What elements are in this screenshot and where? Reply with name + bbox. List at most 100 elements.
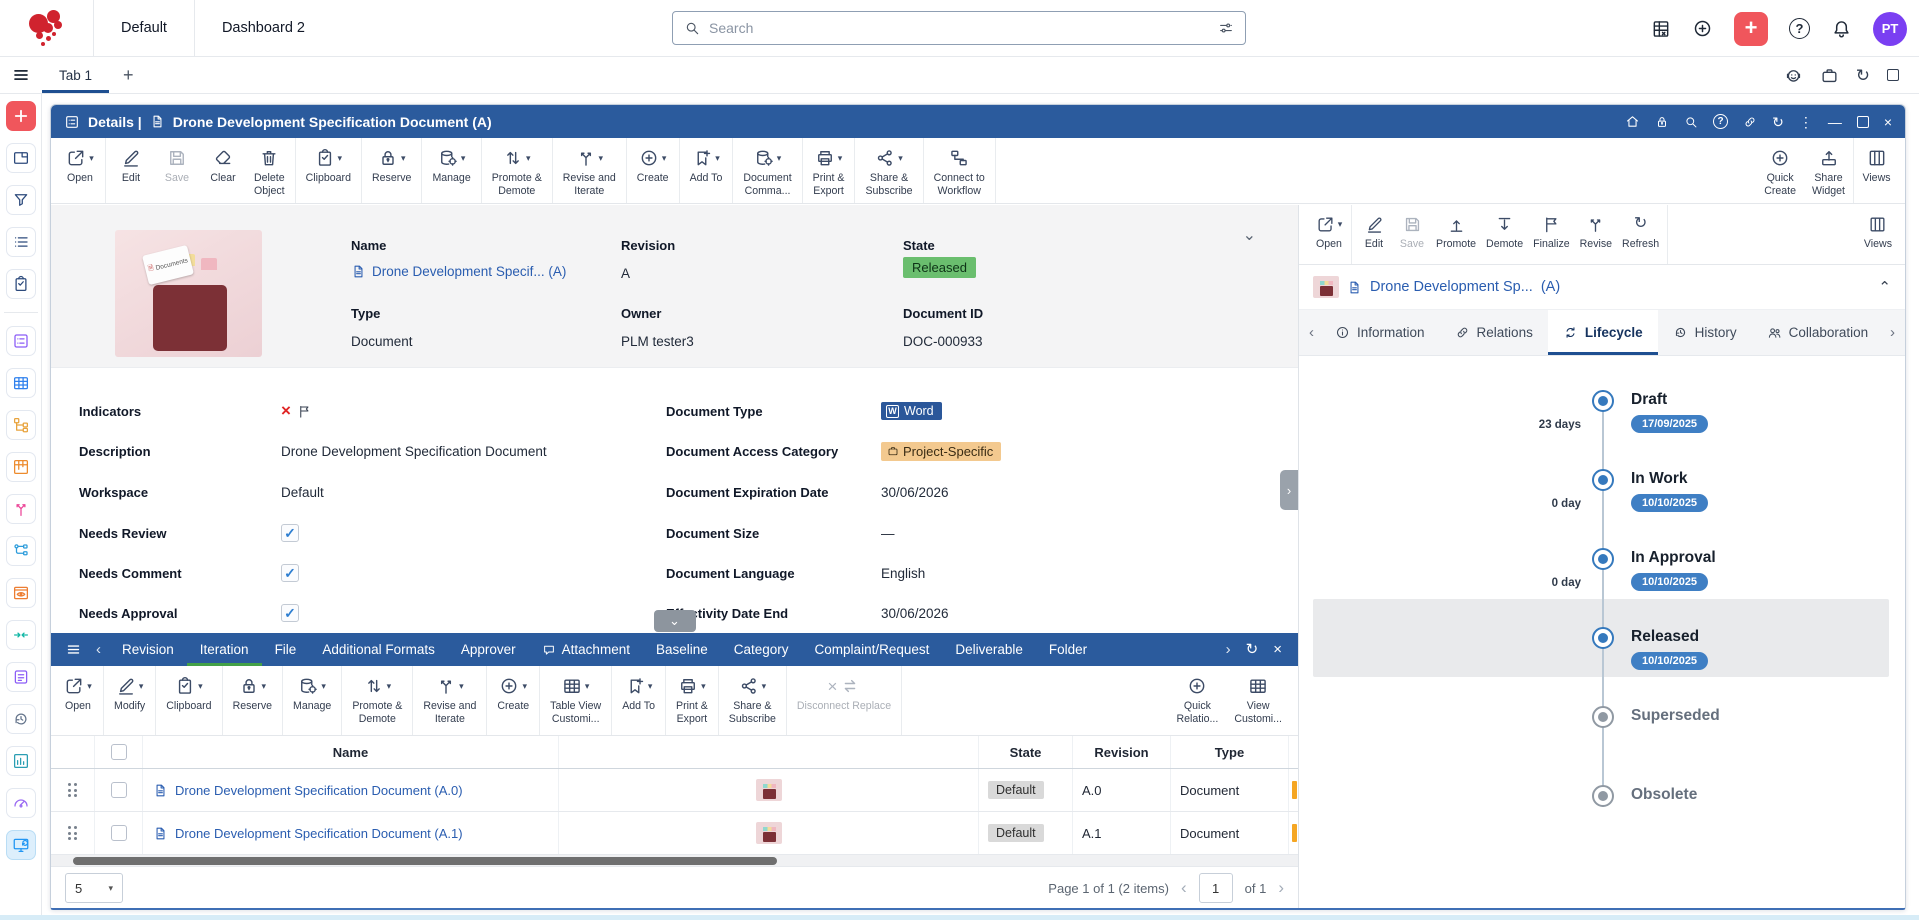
sidebar-item-kanban[interactable] <box>6 452 36 482</box>
edit-button[interactable]: Edit <box>108 138 154 203</box>
refresh-icon[interactable]: ↻ <box>1772 115 1784 129</box>
edit-button[interactable]: Edit <box>1355 205 1393 264</box>
subpanel-menu-icon[interactable] <box>59 642 88 657</box>
workspace-menu[interactable]: Default <box>94 0 194 56</box>
refresh-icon[interactable]: ↻ <box>1246 642 1259 657</box>
link-icon[interactable] <box>1743 115 1757 129</box>
checkbox-checked[interactable]: ✓ <box>281 604 299 622</box>
manage-button[interactable]: ▾Manage <box>285 666 339 735</box>
scroll-down-chevron-icon[interactable]: ⌄ <box>654 610 696 632</box>
header-cell-name[interactable]: Name <box>143 736 559 768</box>
table-row[interactable]: Drone Development Specification Document… <box>51 812 1298 855</box>
panel-tab-information[interactable]: Information <box>1320 310 1440 355</box>
lifecycle-node-in-approval[interactable] <box>1592 548 1614 570</box>
search-filters-icon[interactable] <box>1218 20 1234 36</box>
app-logo[interactable] <box>0 6 93 50</box>
panel-tab-lifecycle[interactable]: Lifecycle <box>1548 310 1658 355</box>
select-all-checkbox[interactable] <box>111 744 127 760</box>
row-drag-handle[interactable] <box>51 812 95 854</box>
connect-workflow-button[interactable]: Connect to Workflow <box>926 138 993 203</box>
reserve-button[interactable]: ▾Reserve <box>225 666 280 735</box>
panel-expand-handle[interactable]: › <box>1280 470 1298 510</box>
add-to-button[interactable]: ▾Add To <box>614 666 663 735</box>
search-icon[interactable] <box>1684 115 1698 129</box>
sidebar-item-quick-add[interactable] <box>6 101 36 131</box>
sidebar-item-network[interactable] <box>6 536 36 566</box>
table-view-customize-button[interactable]: ▾Table View Customi... <box>542 666 609 735</box>
briefcase-icon[interactable] <box>1820 66 1839 85</box>
sidebar-item-filter[interactable] <box>6 185 36 215</box>
sidebar-item-list[interactable] <box>6 227 36 257</box>
add-to-button[interactable]: ▾Add To <box>682 138 731 203</box>
subpanel-tab-revision[interactable]: Revision <box>109 633 187 666</box>
clipboard-button[interactable]: ▾Clipboard <box>158 666 219 735</box>
quick-create-button[interactable]: Quick Create <box>1756 138 1804 203</box>
subpanel-tab-deliverable[interactable]: Deliverable <box>942 633 1036 666</box>
maximize-icon[interactable] <box>1857 116 1869 128</box>
document-thumbnail[interactable]: 🗎Documents <box>115 230 262 357</box>
sidebar-item-clipboard[interactable] <box>6 269 36 299</box>
open-button[interactable]: ▾Open <box>1310 205 1348 264</box>
sidebar-item-structure[interactable] <box>6 410 36 440</box>
subpanel-tab-complaint-request[interactable]: Complaint/Request <box>802 633 943 666</box>
subpanel-tab-baseline[interactable]: Baseline <box>643 633 721 666</box>
sidebar-item-window[interactable] <box>6 143 36 173</box>
collapse-panel-chevron-icon[interactable]: ⌃ <box>1878 278 1891 296</box>
page-size-select[interactable]: 5 ▾ <box>65 873 123 903</box>
collapse-summary-chevron-icon[interactable]: ⌄ <box>1243 225 1256 245</box>
add-tab-button[interactable]: + <box>117 65 140 86</box>
panel-tab-collaboration[interactable]: Collaboration <box>1752 310 1884 355</box>
document-commands-button[interactable]: ▾Document Comma... <box>735 138 799 203</box>
create-button[interactable]: ▾Create <box>629 138 677 203</box>
sidebar-item-history[interactable] <box>6 704 36 734</box>
panel-tab-relations[interactable]: Relations <box>1440 310 1548 355</box>
close-icon[interactable]: × <box>1884 115 1892 129</box>
revise-button[interactable]: Revise <box>1575 205 1617 264</box>
subpanel-tab-folder[interactable]: Folder <box>1036 633 1100 666</box>
main-menu-icon[interactable] <box>0 66 42 84</box>
subpanel-tab-attachment[interactable]: Attachment <box>529 633 643 666</box>
notifications-bell-icon[interactable] <box>1831 18 1852 39</box>
search-input[interactable] <box>709 20 1209 36</box>
print-export-button[interactable]: ▾Print & Export <box>668 666 716 735</box>
print-export-button[interactable]: ▾Print & Export <box>805 138 853 203</box>
manage-button[interactable]: ▾Manage <box>424 138 478 203</box>
share-widget-button[interactable]: Share Widget <box>1804 138 1853 203</box>
open-button[interactable]: ▾Open <box>55 666 101 735</box>
lock-icon[interactable] <box>1655 115 1669 129</box>
sidebar-item-merge[interactable] <box>6 620 36 650</box>
next-page-icon[interactable]: › <box>1278 878 1284 898</box>
header-cell-revision[interactable]: Revision <box>1073 736 1171 768</box>
promote-demote-button[interactable]: ▾Promote & Demote <box>344 666 410 735</box>
views-button[interactable]: Views <box>1853 138 1899 203</box>
add-circle-icon[interactable] <box>1692 18 1713 39</box>
document-link[interactable]: Drone Development Specification Document… <box>175 826 463 841</box>
scroll-tabs-left-icon[interactable]: ‹ <box>1303 324 1320 341</box>
checkbox-checked[interactable]: ✓ <box>281 564 299 582</box>
scroll-tabs-right-icon[interactable]: › <box>1884 324 1901 341</box>
open-button[interactable]: ▾Open <box>57 138 103 203</box>
lifecycle-node-in-work[interactable] <box>1592 469 1614 491</box>
demote-button[interactable]: Demote <box>1481 205 1528 264</box>
create-button[interactable]: ▾Create <box>489 666 537 735</box>
header-cell-preview[interactable] <box>559 736 979 768</box>
help-icon[interactable]: ? <box>1789 18 1810 39</box>
minimize-icon[interactable]: — <box>1828 115 1842 129</box>
dashboard-menu[interactable]: Dashboard 2 <box>195 0 332 56</box>
subpanel-tab-category[interactable]: Category <box>721 633 802 666</box>
sidebar-item-monitor[interactable] <box>6 830 36 860</box>
sidebar-item-versions[interactable] <box>6 494 36 524</box>
help-icon[interactable]: ? <box>1713 114 1728 129</box>
row-checkbox[interactable] <box>111 825 127 841</box>
sidebar-item-charts[interactable] <box>6 746 36 776</box>
refresh-icon[interactable]: ↻ <box>1856 67 1870 84</box>
page-input[interactable] <box>1199 873 1233 903</box>
panel-tab-history[interactable]: History <box>1658 310 1752 355</box>
checkbox-checked[interactable]: ✓ <box>281 524 299 542</box>
lifecycle-node-draft[interactable] <box>1592 390 1614 412</box>
lifecycle-node-obsolete[interactable] <box>1592 785 1614 807</box>
header-cell-type[interactable]: Type <box>1171 736 1289 768</box>
tab-tab1[interactable]: Tab 1 <box>42 57 109 93</box>
modify-button[interactable]: ▾Modify <box>106 666 153 735</box>
sidebar-item-details-form[interactable] <box>6 326 36 356</box>
